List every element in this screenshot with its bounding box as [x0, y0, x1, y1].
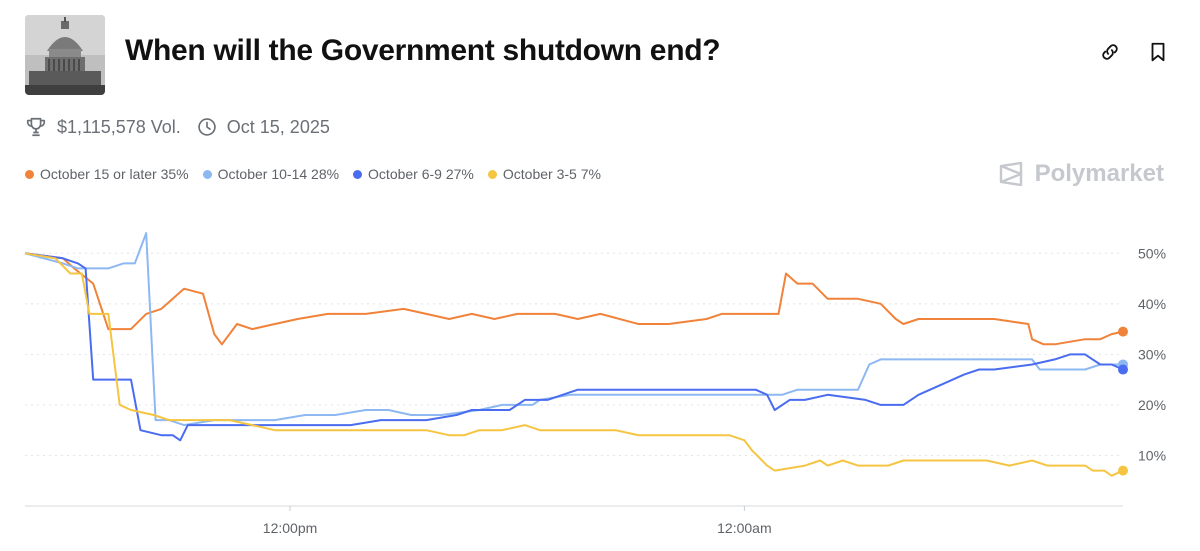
- link-icon[interactable]: [1098, 40, 1122, 64]
- brand-name: Polymarket: [1034, 160, 1164, 187]
- end-date-text: Oct 15, 2025: [226, 116, 330, 137]
- legend-dot: [202, 169, 212, 179]
- page-title: When will the Government shutdown end?: [125, 34, 721, 67]
- x-tick-label: 12:00pm: [263, 520, 317, 536]
- trophy-icon: [26, 117, 46, 137]
- bookmark-icon[interactable]: [1146, 40, 1170, 64]
- legend-entry: October 10-14 28%: [202, 166, 340, 182]
- legend-label: October 15 or later 35%: [40, 166, 189, 182]
- legend-dot: [353, 169, 363, 179]
- y-tick-label: 30%: [1138, 346, 1166, 362]
- y-tick-label: 50%: [1138, 245, 1166, 261]
- series-end-point[interactable]: [1118, 364, 1128, 375]
- legend-label: October 6-9 27%: [368, 166, 474, 182]
- legend-label: October 3-5 7%: [502, 166, 601, 182]
- legend-dot: [25, 169, 34, 179]
- polymarket-logo-icon: [999, 161, 1022, 187]
- legend-dot: [487, 169, 497, 179]
- chart-legend: October 15 or later 35% October 10-14 28…: [25, 166, 615, 182]
- polymarket-logo: Polymarket: [997, 160, 1164, 188]
- legend-label: October 10-14 28%: [217, 166, 340, 182]
- y-tick-label: 20%: [1138, 397, 1166, 413]
- volume-stat: $1,115,578 Vol.: [25, 116, 181, 138]
- date-stat: Oct 15, 2025: [197, 117, 330, 138]
- series-end-point[interactable]: [1118, 326, 1128, 337]
- series-line[interactable]: [24, 232, 1123, 427]
- legend-entry: October 6-9 27%: [353, 166, 474, 182]
- y-tick-label: 40%: [1138, 296, 1166, 312]
- legend-entry: October 3-5 7%: [487, 166, 601, 182]
- series-line[interactable]: [24, 252, 1124, 442]
- series-line[interactable]: [24, 252, 1124, 346]
- price-chart[interactable]: 10% 20% 30% 40% 50% 12:00pm 12:00am: [0, 200, 1200, 551]
- market-thumbnail: [25, 15, 105, 95]
- legend-entry: October 15 or later 35%: [25, 166, 189, 182]
- series-line[interactable]: [24, 252, 1124, 477]
- x-tick-label: 12:00am: [717, 520, 771, 536]
- capitol-building-image: [25, 15, 105, 95]
- y-tick-label: 10%: [1138, 447, 1166, 463]
- series-end-point[interactable]: [1118, 465, 1128, 476]
- volume-text: $1,115,578 Vol.: [57, 116, 181, 137]
- clock-icon: [198, 118, 216, 136]
